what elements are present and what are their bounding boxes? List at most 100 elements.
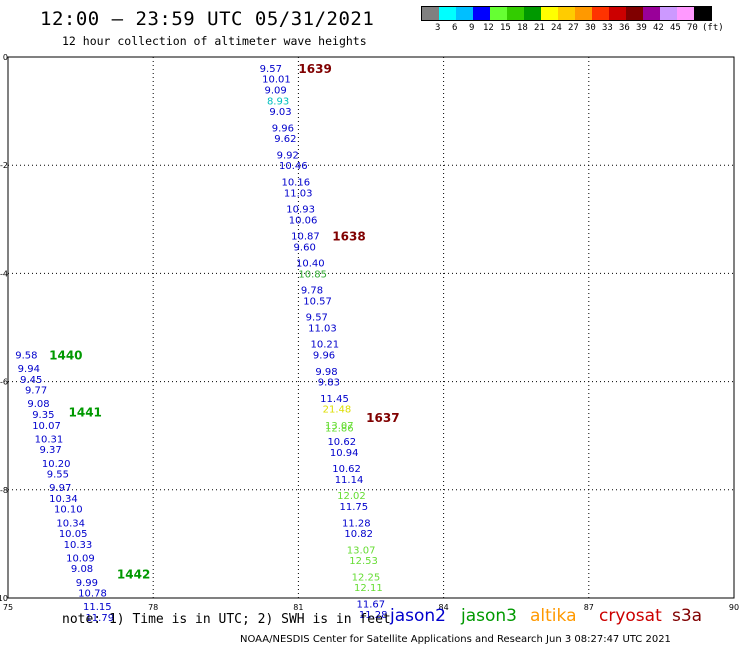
- wave-height-label: 9.96: [313, 351, 335, 362]
- wave-height-label: 9.77: [25, 386, 47, 397]
- x-tick-label: 90: [729, 603, 739, 612]
- legend-swatch: [524, 7, 541, 20]
- legend-labels: 3 6 9 12 15 18 21 24 27 30 33 36 39 42 45 70 (ft): [421, 21, 724, 33]
- wave-height-label: 11.28: [359, 610, 388, 621]
- satellite-altika: altika: [530, 606, 577, 626]
- wave-height-label: 11.14: [335, 475, 364, 486]
- wave-height-label: 10.20: [42, 459, 71, 470]
- color-legend: 3 6 9 12 15 18 21 24 27 30 33 36 39 42 45 70 (ft): [421, 6, 724, 33]
- wave-height-label: 10.10: [54, 505, 83, 516]
- wave-height-label: 10.07: [32, 421, 61, 432]
- wave-height-label: 9.37: [39, 445, 61, 456]
- satellite-s3a: s3a: [672, 606, 703, 626]
- x-tick-label: 87: [584, 603, 594, 612]
- wave-height-label: 9.83: [318, 378, 340, 389]
- legend-label: 12: [483, 23, 494, 33]
- wave-height-label: 10.01: [262, 75, 291, 86]
- y-tick-label: 0: [3, 53, 8, 62]
- wave-height-label: 13.07: [325, 421, 354, 432]
- pass-time-label: 1440: [49, 349, 82, 363]
- wave-height-label: 9.55: [47, 470, 69, 481]
- legend-label: 45: [670, 23, 681, 33]
- pass-time-label: 1637: [366, 411, 399, 425]
- footer-credit: NOAA/NESDIS Center for Satellite Applica…: [240, 634, 671, 645]
- wave-height-label: 10.85: [298, 269, 327, 280]
- legend-label: 33: [602, 23, 613, 33]
- wave-height-label: 10.31: [35, 434, 64, 445]
- wave-height-label: 11.67: [356, 599, 385, 610]
- wave-height-label: 13.07: [347, 545, 376, 556]
- wave-height-label: 11.45: [320, 394, 349, 405]
- wave-height-label: 9.09: [265, 85, 287, 96]
- wave-height-label: 12.25: [352, 572, 381, 583]
- y-tick-label: -6: [0, 378, 8, 387]
- wave-height-label: 10.62: [332, 464, 361, 475]
- wave-height-label: 9.35: [32, 410, 54, 421]
- wave-height-label: 12.02: [337, 491, 366, 502]
- legend-swatch: [677, 7, 694, 20]
- wave-height-label: 10.16: [281, 177, 310, 188]
- legend-label: 21: [534, 23, 545, 33]
- legend-swatch: [490, 7, 507, 20]
- pass-time-label: 1638: [332, 230, 365, 244]
- wave-height-label: 9.97: [49, 483, 71, 494]
- wave-height-label: 12.86: [325, 424, 354, 435]
- wave-height-label: 9.96: [272, 123, 294, 134]
- page-title: 12:00 – 23:59 UTC 05/31/2021: [40, 8, 375, 30]
- wave-height-label: 9.08: [71, 564, 93, 575]
- legend-swatch: [473, 7, 490, 20]
- wave-height-label: 11.75: [340, 502, 369, 513]
- wave-height-label: 9.45: [20, 375, 42, 386]
- wave-height-label: 9.62: [274, 134, 296, 145]
- footer-note: note: 1) Time is in UTC; 2) SWH is in fe…: [62, 612, 391, 627]
- wave-height-label: 9.60: [294, 242, 316, 253]
- y-tick-label: -10: [0, 594, 8, 603]
- legend-swatch: [422, 7, 439, 20]
- x-tick-label: 81: [293, 603, 303, 612]
- legend-label: 42: [653, 23, 664, 33]
- wave-height-label: 10.46: [279, 161, 308, 172]
- wave-height-label: 9.08: [27, 399, 49, 410]
- legend-swatch: [456, 7, 473, 20]
- legend-swatch: [439, 7, 456, 20]
- wave-height-label: 9.78: [301, 286, 323, 297]
- legend-swatch: [541, 7, 558, 20]
- wave-height-label: 9.03: [269, 107, 291, 118]
- y-tick-label: -2: [0, 161, 8, 170]
- satellite-cryosat: cryosat: [599, 606, 662, 626]
- legend-swatch: [558, 7, 575, 20]
- pass-time-label: 1441: [69, 405, 102, 419]
- wave-height-label: 10.34: [56, 518, 85, 529]
- legend-label: 36: [619, 23, 630, 33]
- pass-time-label: 1442: [117, 568, 150, 582]
- legend-swatch: [507, 7, 524, 20]
- y-tick-label: -4: [0, 269, 8, 278]
- pass-time-label: 1639: [298, 62, 331, 76]
- wave-height-label: 11.03: [308, 324, 337, 335]
- wave-height-label: 10.33: [64, 540, 93, 551]
- legend-swatch: [609, 7, 626, 20]
- legend-swatch: [626, 7, 643, 20]
- wave-height-label: 10.34: [49, 494, 78, 505]
- wave-height-label: 9.57: [306, 313, 328, 324]
- legend-unit: (ft): [702, 23, 724, 33]
- legend-label: 15: [500, 23, 511, 33]
- wave-height-label: 9.99: [76, 578, 98, 589]
- wave-height-label: 11.28: [342, 518, 371, 529]
- legend-label: 27: [568, 23, 579, 33]
- legend-color-bar: [421, 6, 712, 21]
- wave-height-label: 10.82: [344, 529, 373, 540]
- wave-height-label: 12.11: [354, 583, 383, 594]
- legend-label: 3: [435, 23, 441, 33]
- legend-label: 24: [551, 23, 562, 33]
- satellite-jason2: jason2: [390, 606, 446, 626]
- wave-height-label: 10.93: [286, 204, 315, 215]
- wave-height-label: 12.53: [349, 556, 378, 567]
- legend-label: 18: [517, 23, 528, 33]
- legend-swatch: [643, 7, 660, 20]
- wave-height-label: 10.06: [289, 215, 318, 226]
- legend-label: 39: [636, 23, 647, 33]
- legend-swatch: [592, 7, 609, 20]
- wave-height-label: 10.21: [311, 340, 340, 351]
- wave-height-label: 11.15: [83, 602, 112, 613]
